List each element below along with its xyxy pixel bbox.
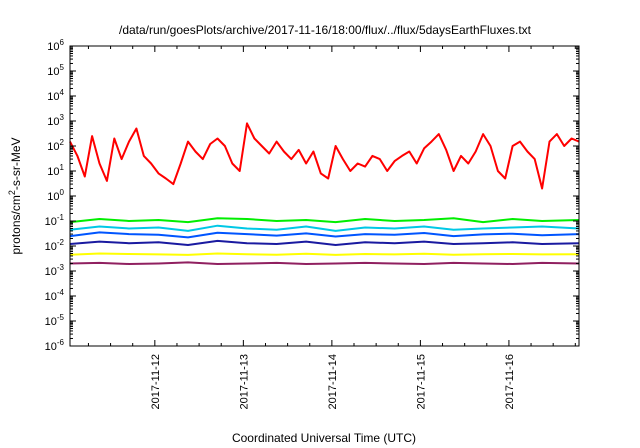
y-tick-label: 10-5 bbox=[45, 313, 65, 328]
y-axis-label-superscript: 2 bbox=[7, 190, 17, 195]
series-line-2 bbox=[69, 217, 580, 224]
x-axis-label: Coordinated Universal Time (UTC) bbox=[232, 431, 416, 445]
y-tick-label: 105 bbox=[47, 63, 64, 78]
y-axis-ticks: 10-6 10-5 10-4 10-3 10-2 10-1 100 101 102 103 104 1… bbox=[45, 38, 579, 353]
y-tick-label: 104 bbox=[47, 88, 64, 103]
y-tick-label: 106 bbox=[47, 38, 64, 53]
x-tick-label: 2017-11-12 bbox=[150, 354, 162, 409]
y-tick-label: 101 bbox=[47, 163, 64, 178]
y-tick-label: 10-2 bbox=[45, 238, 65, 253]
series-line-6 bbox=[69, 252, 580, 256]
y-tick-label: 10-1 bbox=[45, 213, 65, 228]
y-tick-label: 10-3 bbox=[45, 263, 65, 278]
plot-frame bbox=[69, 45, 580, 347]
x-axis-ticks: 2017-11-12 2017-11-13 2017-11-14 2017-11-15… bbox=[87, 46, 576, 409]
y-tick-label: 103 bbox=[47, 113, 64, 128]
series-layer bbox=[69, 122, 580, 265]
series-line-3 bbox=[69, 224, 580, 232]
y-tick-label: 10-4 bbox=[45, 288, 65, 303]
series-line-4 bbox=[69, 231, 580, 239]
x-tick-label: 2017-11-14 bbox=[327, 354, 339, 409]
chart-title: /data/run/goesPlots/archive/2017-11-16/1… bbox=[119, 23, 532, 37]
x-tick-label: 2017-11-15 bbox=[415, 354, 427, 409]
y-axis-label: protons/cm2-s-sr-MeV bbox=[7, 137, 23, 254]
y-tick-label: 102 bbox=[47, 138, 64, 153]
y-tick-label: 10-6 bbox=[45, 338, 65, 353]
series-line-1 bbox=[69, 122, 580, 190]
y-tick-label: 100 bbox=[47, 188, 64, 203]
series-line-5 bbox=[69, 239, 580, 246]
x-tick-label: 2017-11-16 bbox=[504, 354, 516, 409]
series-line-7 bbox=[69, 261, 580, 265]
x-tick-label: 2017-11-13 bbox=[238, 354, 250, 409]
